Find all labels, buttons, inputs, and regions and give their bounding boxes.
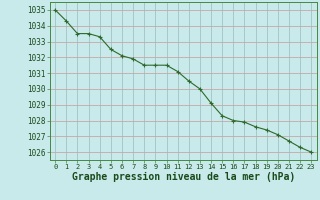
X-axis label: Graphe pression niveau de la mer (hPa): Graphe pression niveau de la mer (hPa): [72, 172, 295, 182]
